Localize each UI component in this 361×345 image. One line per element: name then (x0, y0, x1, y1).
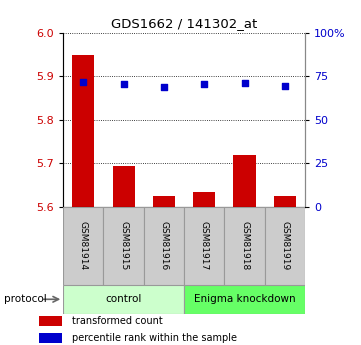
Text: GSM81915: GSM81915 (119, 221, 128, 270)
Point (242, 80, 248, 86)
Text: GSM81919: GSM81919 (280, 221, 290, 270)
Bar (184, 285, 305, 314)
Text: control: control (105, 294, 142, 304)
Bar (234, 155, 256, 207)
Text: GSM81916: GSM81916 (160, 221, 169, 270)
Bar (39, 333, 62, 343)
Bar (144, 207, 184, 285)
Text: transformed count: transformed count (72, 316, 163, 326)
Bar (153, 196, 175, 207)
Text: Enigma knockdown: Enigma knockdown (194, 294, 295, 304)
Point (161, 85, 167, 90)
Bar (63, 207, 104, 285)
Bar (72, 55, 95, 207)
Bar (113, 166, 135, 207)
Point (282, 83, 288, 89)
Bar (104, 207, 144, 285)
Bar (225, 207, 265, 285)
Bar (274, 196, 296, 207)
Bar (184, 207, 225, 285)
Point (121, 81, 126, 87)
Bar (39, 316, 62, 326)
Text: protocol: protocol (4, 295, 46, 304)
Text: GSM81914: GSM81914 (79, 221, 88, 270)
Bar (63, 285, 184, 314)
Point (201, 81, 207, 87)
Point (81, 79, 86, 84)
Text: GSM81917: GSM81917 (200, 221, 209, 270)
Title: GDS1662 / 141302_at: GDS1662 / 141302_at (111, 17, 257, 30)
Bar (265, 207, 305, 285)
Text: GSM81918: GSM81918 (240, 221, 249, 270)
Bar (193, 192, 216, 207)
Text: percentile rank within the sample: percentile rank within the sample (72, 333, 237, 343)
